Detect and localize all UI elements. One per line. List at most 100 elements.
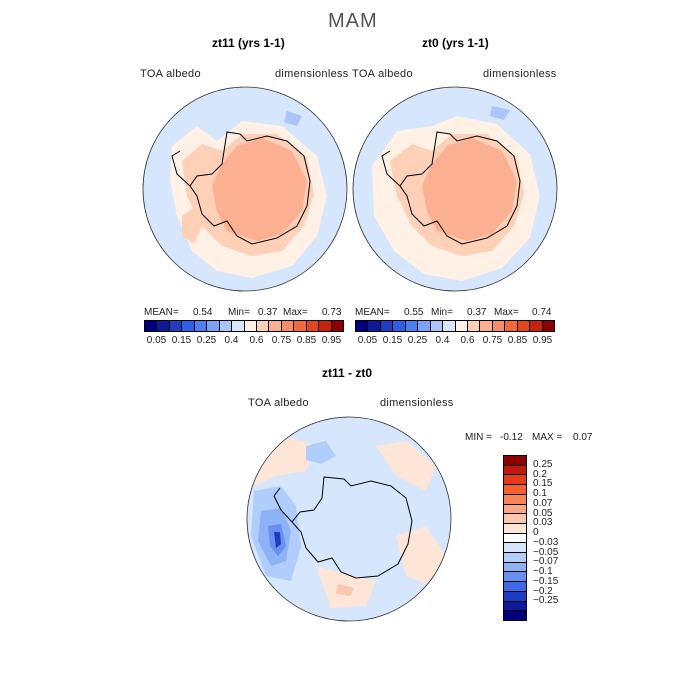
colorbar-panel-2-tick-label: 0.75 (482, 335, 503, 346)
colorbar-diff-label: −0.2 (533, 585, 553, 597)
colorbar-diff-swatch (504, 485, 526, 495)
colorbar-panel-2-tick-label: 0.15 (382, 335, 403, 346)
colorbar-panel-1 (144, 320, 344, 332)
colorbar-panel-2-swatch (542, 321, 554, 331)
colorbar-panel-2-swatch (356, 321, 369, 331)
colorbar-panel-2-swatch (393, 321, 406, 331)
panel-2-min-label: Min= (431, 307, 453, 318)
colorbar-diff-swatch (504, 611, 526, 620)
colorbar-diff-swatch (504, 504, 526, 515)
map-panel-2 (352, 86, 558, 292)
colorbar-diff-swatch (504, 475, 526, 486)
panel-1-min-value: 0.37 (258, 307, 278, 318)
panel-1-mean-value: 0.54 (193, 307, 213, 318)
colorbar-diff-label: −0.07 (533, 556, 559, 568)
colorbar-diff-swatch (504, 456, 526, 466)
map-panel-1 (142, 86, 348, 292)
colorbar-panel-2-swatch (530, 321, 543, 331)
panel-1-units-label: dimensionless (275, 68, 349, 80)
colorbar-panel-2-swatch (405, 321, 419, 331)
colorbar-diff-label: 0.07 (533, 497, 553, 509)
colorbar-panel-1-swatch (157, 321, 170, 331)
panel-2-max-value: 0.74 (532, 307, 552, 318)
figure-title: MAM (328, 10, 378, 32)
colorbar-diff-label: −0.05 (533, 546, 559, 558)
panel-2-units-label: dimensionless (483, 68, 557, 80)
colorbar-panel-2-swatch (492, 321, 506, 331)
colorbar-panel-1-tick-label: 0.05 (146, 335, 167, 346)
colorbar-panel-2-swatch (480, 321, 493, 331)
panel-2-mean-value: 0.55 (404, 307, 424, 318)
panel-3-max-value: 0.07 (573, 432, 593, 443)
colorbar-panel-1-swatch (194, 321, 208, 331)
panel-3-min-value: -0.12 (500, 432, 523, 443)
colorbar-panel-1-swatch (331, 321, 343, 331)
colorbar-panel-1-swatch (207, 321, 220, 331)
colorbar-diff-label: 0 (533, 527, 539, 539)
panel-2-mean-label: MEAN= (355, 307, 390, 318)
panel-1-variable-label: TOA albedo (140, 68, 201, 80)
colorbar-diff-swatch (504, 533, 526, 544)
colorbar-panel-2-swatch (418, 321, 431, 331)
colorbar-diff-labels: 0.25 0.2 0.15 0.1 0.07 0.05 0.03 0 −0.03 −0.05 −0.… (533, 455, 593, 621)
colorbar-panel-1-tick-label: 0.6 (249, 335, 264, 346)
colorbar-panel-1-swatch (244, 321, 257, 331)
panel-2-min-value: 0.37 (467, 307, 487, 318)
colorbar-panel-1-swatch (294, 321, 307, 331)
colorbar-panel-1-swatch (256, 321, 270, 331)
colorbar-panel-2-swatch (368, 321, 381, 331)
panel-3-max-label: MAX = (532, 432, 563, 443)
colorbar-panel-1-tick-label: 0.75 (271, 335, 292, 346)
colorbar-diff-label: −0.25 (533, 595, 559, 607)
colorbar-panel-1-tick-label: 0.85 (296, 335, 317, 346)
colorbar-panel-2-tick-label: 0.05 (357, 335, 378, 346)
colorbar-diff-swatch (504, 465, 526, 476)
colorbar-diff-label: −0.1 (533, 566, 553, 578)
colorbar-panel-1-swatch (219, 321, 233, 331)
colorbar-diff-swatch (504, 523, 526, 534)
colorbar-diff-swatch (504, 543, 526, 554)
panel-2-title: zt0 (yrs 1-1) (422, 36, 489, 50)
colorbar-panel-2-swatch (517, 321, 531, 331)
panel-3-min-label: MIN = (465, 432, 492, 443)
colorbar-diff-swatch (504, 553, 526, 563)
colorbar-diff-label: 0.15 (533, 478, 553, 490)
colorbar-panel-1-swatch (281, 321, 295, 331)
map-panel-3 (246, 416, 452, 622)
panel-1-title: zt11 (yrs 1-1) (212, 36, 285, 50)
colorbar-panel-1-swatch (232, 321, 245, 331)
colorbar-diff-label: 0.03 (533, 517, 553, 529)
panel-1-min-label: Min= (228, 307, 250, 318)
panel-1-max-value: 0.73 (322, 307, 342, 318)
panel-3-title: zt11 - zt0 (322, 366, 373, 380)
colorbar-diff (503, 455, 527, 621)
colorbar-panel-2-swatch (443, 321, 456, 331)
colorbar-diff-label: 0.25 (533, 458, 553, 470)
colorbar-panel-1-swatch (145, 321, 158, 331)
colorbar-diff-swatch (504, 572, 526, 583)
colorbar-panel-2-swatch (467, 321, 481, 331)
colorbar-panel-2-swatch (455, 321, 468, 331)
colorbar-panel-1-swatch (269, 321, 282, 331)
colorbar-panel-2-tick-label: 0.95 (532, 335, 553, 346)
panel-1-mean-label: MEAN= (144, 307, 179, 318)
panel-2-variable-label: TOA albedo (352, 68, 413, 80)
colorbar-panel-1-tick-label: 0.25 (196, 335, 217, 346)
colorbar-diff-swatch (504, 494, 526, 505)
panel-1-max-label: Max= (283, 307, 308, 318)
colorbar-panel-1-tick-label: 0.4 (224, 335, 239, 346)
panel-2-max-label: Max= (494, 307, 519, 318)
colorbar-panel-1-swatch (319, 321, 332, 331)
colorbar-panel-2-tick-label: 0.85 (507, 335, 528, 346)
colorbar-panel-2-swatch (380, 321, 394, 331)
colorbar-panel-1-tick-label: 0.95 (321, 335, 342, 346)
colorbar-diff-swatch (504, 601, 526, 612)
colorbar-diff-label: −0.15 (533, 575, 559, 587)
colorbar-panel-2 (355, 320, 555, 332)
colorbar-panel-2-tick-label: 0.6 (460, 335, 475, 346)
colorbar-diff-swatch (504, 582, 526, 592)
colorbar-panel-2-ticks: 0.05 0.15 0.25 0.4 0.6 0.75 0.85 0.95 (355, 335, 555, 347)
colorbar-panel-1-swatch (306, 321, 320, 331)
colorbar-diff-swatch (504, 514, 526, 524)
colorbar-panel-2-swatch (505, 321, 518, 331)
